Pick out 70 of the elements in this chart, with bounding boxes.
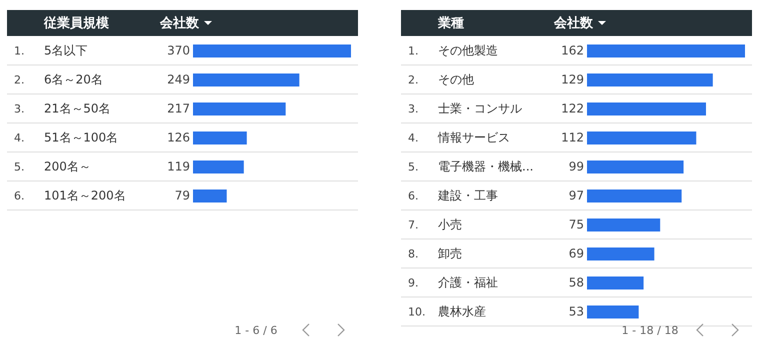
text: 10. — [408, 306, 426, 318]
bar — [587, 306, 639, 318]
bar — [193, 160, 244, 174]
y-axis-title: 業種 — [437, 16, 464, 31]
text: 3. — [408, 102, 418, 116]
bar — [587, 44, 745, 58]
data-label: 58 — [568, 276, 584, 290]
data-label: 99 — [568, 160, 584, 174]
data-label: 79 — [174, 188, 190, 202]
data-label: 97 — [568, 188, 584, 202]
y-tick-label: 卸売 — [438, 246, 462, 260]
text: 9. — [408, 276, 418, 290]
y-tick-label: 介護・福祉 — [438, 276, 498, 290]
data-label: 126 — [167, 130, 190, 144]
y-tick-label: 6名～20名 — [44, 72, 103, 86]
y-tick-label: 士業・コンサル — [438, 102, 522, 116]
text: 6. — [408, 190, 418, 202]
y-tick-label: 51名～100名 — [44, 130, 118, 144]
y-axis-title: 従業員規模 — [43, 16, 109, 31]
text: 5. — [14, 160, 24, 174]
y-tick-label: 200名～ — [44, 160, 91, 174]
text: 2. — [14, 74, 24, 86]
bar — [193, 44, 351, 58]
x-axis-title: 会社数 — [159, 15, 200, 31]
bar — [193, 190, 227, 202]
y-tick-label: 農林水産 — [438, 304, 486, 318]
data-label: 122 — [561, 102, 584, 116]
text: 6. — [14, 190, 24, 202]
data-label: 370 — [167, 44, 190, 58]
y-tick-label: 21名～50名 — [44, 102, 111, 116]
bar — [587, 218, 660, 232]
y-tick-label: 小売 — [438, 218, 462, 232]
data-label: 249 — [167, 72, 190, 86]
data-label: 53 — [568, 304, 584, 318]
y-tick-label: その他製造 — [438, 44, 498, 58]
bar — [587, 276, 644, 290]
y-tick-label: その他 — [438, 72, 474, 86]
bar — [193, 74, 300, 86]
y-tick-label: 電子機器・機械... — [438, 160, 534, 174]
text: 3. — [14, 102, 24, 116]
y-tick-label: 情報サービス — [437, 130, 510, 144]
data-label: 112 — [561, 130, 584, 144]
text: 1. — [14, 44, 24, 58]
text: 2. — [408, 74, 418, 86]
bar — [193, 132, 247, 144]
data-label: 217 — [167, 102, 190, 116]
bar — [587, 74, 713, 86]
text: 8. — [408, 248, 418, 260]
text: 1 - 6 / 6 — [234, 324, 278, 337]
text: 4. — [408, 132, 418, 144]
bar — [587, 248, 654, 260]
bar — [587, 132, 696, 144]
text: 1. — [408, 44, 418, 58]
data-label: 162 — [561, 44, 584, 58]
bar — [587, 160, 684, 174]
annotation: 1 - 18 / 18 — [622, 324, 678, 337]
bar — [193, 102, 286, 116]
y-tick-label: 建設・工事 — [437, 188, 498, 202]
data-label: 75 — [568, 218, 584, 232]
y-tick-label: 101名～200名 — [44, 188, 126, 202]
data-label: 119 — [167, 160, 190, 174]
text: 5. — [408, 160, 418, 174]
bar — [587, 102, 706, 116]
text: 7. — [408, 218, 418, 232]
data-label: 69 — [568, 246, 584, 260]
bar — [587, 190, 682, 202]
data-label: 129 — [561, 72, 584, 86]
x-axis-title: 会社数 — [553, 15, 594, 31]
text: 4. — [14, 132, 24, 144]
y-tick-label: 5名以下 — [44, 44, 88, 58]
